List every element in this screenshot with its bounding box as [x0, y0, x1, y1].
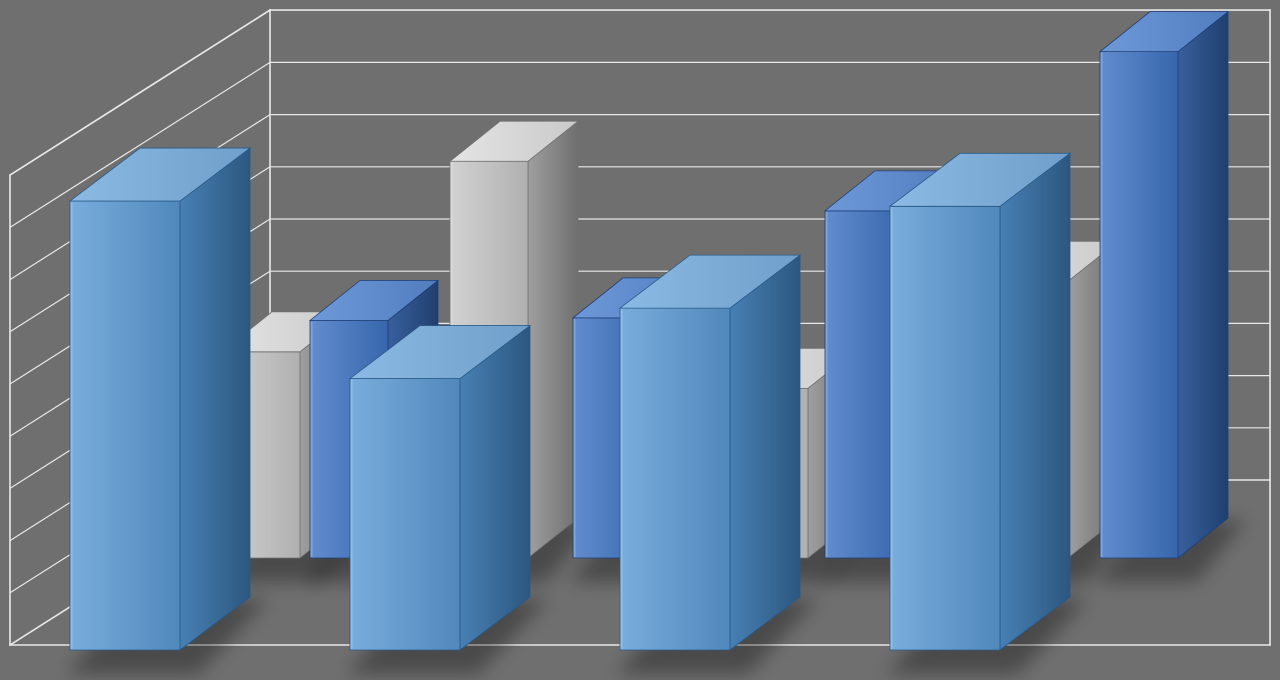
bar	[886, 153, 1088, 674]
bar	[66, 148, 268, 674]
bar	[1096, 12, 1246, 582]
bar-chart-3d	[0, 0, 1280, 680]
bar	[616, 255, 818, 674]
bar	[346, 326, 548, 674]
